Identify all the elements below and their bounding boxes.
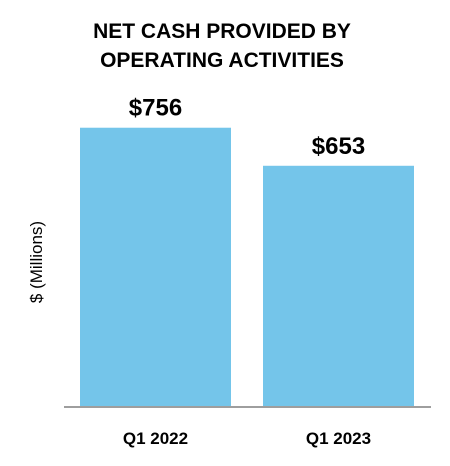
bar-q1-2022 xyxy=(80,127,231,408)
data-label-q1-2022: $756 xyxy=(129,95,182,122)
data-label-q1-2023: $653 xyxy=(312,133,365,160)
y-axis-label: $ (Millions) xyxy=(27,221,46,303)
bar-q1-2023 xyxy=(263,165,414,407)
chart-title-line-2: OPERATING ACTIVITIES xyxy=(100,49,344,72)
chart-title-line-1: NET CASH PROVIDED BY xyxy=(93,20,351,43)
bars-group: $756 Q1 2022 $653 Q1 2023 xyxy=(80,95,414,448)
x-tick-label-q1-2022: Q1 2022 xyxy=(123,429,188,448)
x-tick-label-q1-2023: Q1 2023 xyxy=(306,429,371,448)
